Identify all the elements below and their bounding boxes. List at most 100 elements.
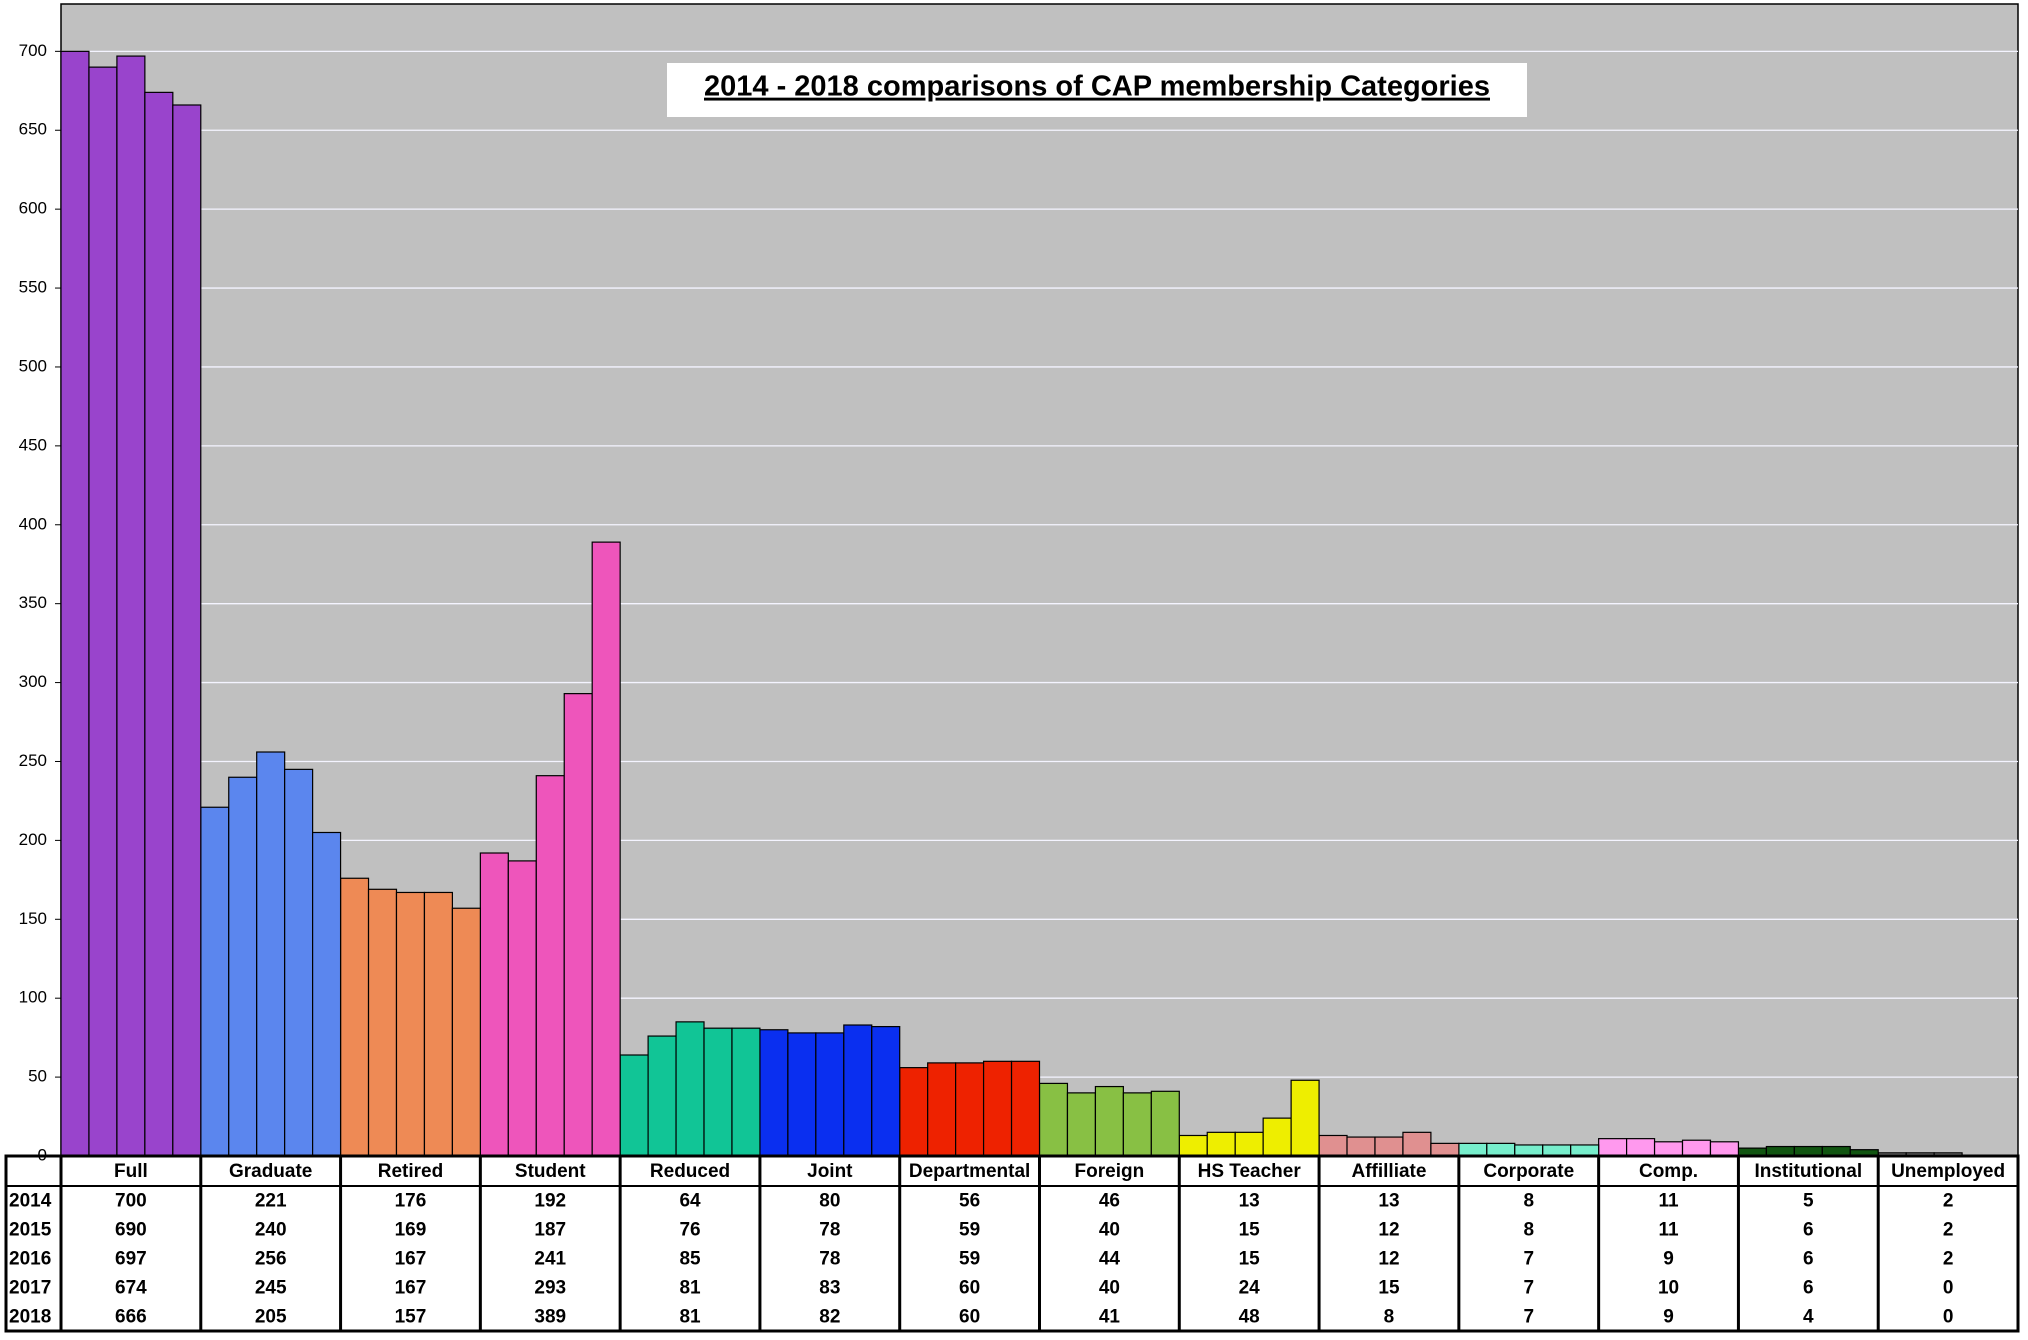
bar <box>591 541 621 1157</box>
x-tick-label: Student <box>515 1161 586 1182</box>
y-tick-label: 700 <box>19 41 47 60</box>
bar <box>423 891 454 1157</box>
table-value: 0 <box>1943 1307 1954 1328</box>
table-value: 245 <box>255 1278 287 1299</box>
x-tick-label: Full <box>114 1161 148 1182</box>
y-tick-label: 300 <box>19 672 47 691</box>
table-value: 40 <box>1099 1220 1120 1241</box>
table-value: 59 <box>959 1220 980 1241</box>
y-tick-label: 400 <box>19 514 47 533</box>
table-value: 690 <box>115 1220 147 1241</box>
bar <box>843 1024 873 1157</box>
y-tick-label: 250 <box>19 751 47 770</box>
x-tick-label: Reduced <box>650 1161 730 1182</box>
bar <box>1653 1141 1684 1157</box>
table-value: 60 <box>959 1278 980 1299</box>
table-value: 7 <box>1523 1307 1534 1328</box>
bar <box>312 831 342 1157</box>
table-value: 192 <box>534 1191 566 1212</box>
legend-label: 2015 <box>9 1220 52 1241</box>
bar <box>256 751 286 1157</box>
table-value: 8 <box>1384 1307 1395 1328</box>
table-value: 6 <box>1803 1278 1814 1299</box>
bar <box>1094 1085 1124 1157</box>
x-tick-label: Graduate <box>229 1161 312 1182</box>
table-value: 78 <box>819 1220 840 1241</box>
table-value: 2 <box>1943 1220 1954 1241</box>
bar <box>1010 1060 1041 1157</box>
bar <box>367 888 398 1157</box>
table-value: 48 <box>1239 1307 1260 1328</box>
bar <box>982 1060 1013 1157</box>
table-value: 0 <box>1943 1278 1954 1299</box>
bar <box>1625 1138 1656 1157</box>
table-value: 8 <box>1523 1191 1534 1212</box>
table-value: 44 <box>1099 1249 1121 1270</box>
bar <box>1066 1092 1097 1157</box>
x-tick-label: Institutional <box>1754 1161 1862 1182</box>
legend-label: 2017 <box>9 1278 51 1299</box>
bar <box>1598 1138 1628 1157</box>
table-value: 169 <box>395 1220 427 1241</box>
bar <box>619 1054 649 1157</box>
table-value: 56 <box>959 1191 980 1212</box>
bar <box>60 50 90 1157</box>
bar <box>1514 1144 1544 1157</box>
bar <box>1206 1131 1236 1157</box>
bar <box>1318 1134 1348 1157</box>
table-value: 41 <box>1099 1307 1121 1328</box>
x-tick-label: Retired <box>378 1161 443 1182</box>
x-tick-label: Departmental <box>909 1161 1030 1182</box>
y-tick-label: 650 <box>19 120 47 139</box>
bar <box>1262 1117 1292 1157</box>
table-value: 60 <box>959 1307 980 1328</box>
bar <box>1038 1082 1069 1157</box>
bar <box>731 1027 761 1157</box>
table-value: 240 <box>255 1220 287 1241</box>
table-value: 11 <box>1658 1220 1679 1241</box>
x-tick-label: Foreign <box>1075 1161 1145 1182</box>
bar <box>1346 1136 1376 1157</box>
y-tick-label: 350 <box>19 593 47 612</box>
x-tick-label: Affilliate <box>1351 1161 1426 1182</box>
table-value: 12 <box>1378 1249 1399 1270</box>
data-table: Full Graduate Retired Student Reduced Joint De… <box>4 1154 2020 1333</box>
bar <box>647 1035 677 1157</box>
bar <box>1430 1142 1460 1157</box>
bar <box>339 877 370 1157</box>
bar <box>535 775 565 1157</box>
y-tick-label: 450 <box>19 435 47 454</box>
grid: 0501001502002503003504004505005506006507… <box>19 41 2018 1164</box>
bar <box>200 806 230 1157</box>
table-value: 167 <box>395 1278 427 1299</box>
bar <box>451 907 481 1157</box>
table-value: 6 <box>1803 1220 1814 1241</box>
table-value: 697 <box>115 1249 147 1270</box>
x-tick-label: Corporate <box>1483 1161 1574 1182</box>
y-tick-label: 50 <box>28 1067 47 1086</box>
table-value: 78 <box>819 1249 840 1270</box>
bar <box>479 852 509 1157</box>
table-value: 10 <box>1658 1278 1679 1299</box>
x-tick-label: Joint <box>807 1161 853 1182</box>
table-value: 157 <box>395 1307 427 1328</box>
table-value: 9 <box>1663 1307 1674 1328</box>
table-value: 7 <box>1523 1249 1534 1270</box>
y-tick-label: 100 <box>19 988 47 1007</box>
bar <box>871 1025 901 1157</box>
bar <box>1290 1079 1320 1157</box>
bar <box>899 1067 929 1157</box>
x-tick-label: Unemployed <box>1891 1161 2005 1182</box>
table-value: 389 <box>534 1307 566 1328</box>
table-value: 76 <box>679 1220 700 1241</box>
table-value: 59 <box>959 1249 980 1270</box>
y-tick-label: 150 <box>19 909 47 928</box>
bar <box>284 768 314 1157</box>
table-value: 15 <box>1378 1278 1400 1299</box>
table-value: 83 <box>819 1278 840 1299</box>
table-value: 81 <box>679 1278 701 1299</box>
table-value: 674 <box>115 1278 147 1299</box>
table-value: 187 <box>534 1220 566 1241</box>
bar <box>703 1027 733 1157</box>
